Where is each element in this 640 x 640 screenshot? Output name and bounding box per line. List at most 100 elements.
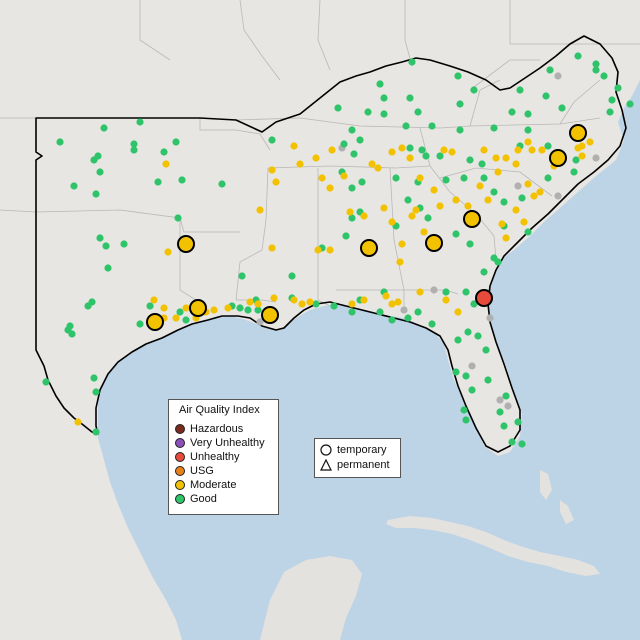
- good-monitor-marker[interactable]: [428, 122, 436, 130]
- moderate-monitor-marker[interactable]: [524, 180, 532, 188]
- good-monitor-marker[interactable]: [380, 94, 388, 102]
- good-monitor-marker[interactable]: [146, 302, 154, 310]
- inactive-monitor-marker[interactable]: [468, 362, 476, 370]
- good-monitor-marker[interactable]: [460, 174, 468, 182]
- good-monitor-marker[interactable]: [120, 240, 128, 248]
- good-monitor-marker[interactable]: [388, 316, 396, 324]
- good-monitor-marker[interactable]: [478, 160, 486, 168]
- moderate-monitor-marker[interactable]: [412, 206, 420, 214]
- good-monitor-marker[interactable]: [244, 306, 252, 314]
- good-monitor-marker[interactable]: [414, 108, 422, 116]
- good-monitor-marker[interactable]: [468, 386, 476, 394]
- moderate-temporary-monitor-marker[interactable]: [261, 306, 279, 324]
- good-monitor-marker[interactable]: [452, 230, 460, 238]
- good-monitor-marker[interactable]: [348, 308, 356, 316]
- good-monitor-marker[interactable]: [376, 80, 384, 88]
- good-monitor-marker[interactable]: [418, 146, 426, 154]
- good-monitor-marker[interactable]: [462, 372, 470, 380]
- good-monitor-marker[interactable]: [490, 188, 498, 196]
- good-monitor-marker[interactable]: [96, 234, 104, 242]
- moderate-monitor-marker[interactable]: [442, 296, 450, 304]
- good-monitor-marker[interactable]: [456, 100, 464, 108]
- moderate-monitor-marker[interactable]: [272, 178, 280, 186]
- moderate-monitor-marker[interactable]: [528, 146, 536, 154]
- inactive-monitor-marker[interactable]: [554, 72, 562, 80]
- good-monitor-marker[interactable]: [460, 406, 468, 414]
- moderate-monitor-marker[interactable]: [380, 204, 388, 212]
- good-monitor-marker[interactable]: [174, 214, 182, 222]
- good-monitor-marker[interactable]: [592, 66, 600, 74]
- moderate-monitor-marker[interactable]: [394, 298, 402, 306]
- moderate-monitor-marker[interactable]: [326, 246, 334, 254]
- good-monitor-marker[interactable]: [100, 124, 108, 132]
- good-monitor-marker[interactable]: [570, 168, 578, 176]
- good-monitor-marker[interactable]: [424, 214, 432, 222]
- good-monitor-marker[interactable]: [524, 228, 532, 236]
- good-monitor-marker[interactable]: [178, 176, 186, 184]
- good-monitor-marker[interactable]: [482, 346, 490, 354]
- good-monitor-marker[interactable]: [408, 58, 416, 66]
- good-monitor-marker[interactable]: [516, 86, 524, 94]
- moderate-monitor-marker[interactable]: [312, 154, 320, 162]
- good-monitor-marker[interactable]: [376, 308, 384, 316]
- good-monitor-marker[interactable]: [414, 308, 422, 316]
- moderate-monitor-marker[interactable]: [296, 160, 304, 168]
- good-monitor-marker[interactable]: [484, 376, 492, 384]
- moderate-monitor-marker[interactable]: [360, 212, 368, 220]
- good-monitor-marker[interactable]: [130, 146, 138, 154]
- good-monitor-marker[interactable]: [470, 300, 478, 308]
- moderate-monitor-marker[interactable]: [290, 142, 298, 150]
- good-monitor-marker[interactable]: [466, 156, 474, 164]
- good-monitor-marker[interactable]: [494, 258, 502, 266]
- moderate-monitor-marker[interactable]: [538, 146, 546, 154]
- inactive-monitor-marker[interactable]: [486, 314, 494, 322]
- good-monitor-marker[interactable]: [218, 180, 226, 188]
- good-monitor-marker[interactable]: [464, 328, 472, 336]
- moderate-monitor-marker[interactable]: [314, 246, 322, 254]
- good-monitor-marker[interactable]: [518, 194, 526, 202]
- good-monitor-marker[interactable]: [340, 140, 348, 148]
- moderate-monitor-marker[interactable]: [162, 160, 170, 168]
- moderate-monitor-marker[interactable]: [346, 208, 354, 216]
- moderate-monitor-marker[interactable]: [160, 304, 168, 312]
- good-monitor-marker[interactable]: [330, 302, 338, 310]
- good-monitor-marker[interactable]: [238, 272, 246, 280]
- unhealthy-temporary-monitor-marker[interactable]: [475, 289, 493, 307]
- good-monitor-marker[interactable]: [456, 126, 464, 134]
- good-monitor-marker[interactable]: [422, 152, 430, 160]
- moderate-monitor-marker[interactable]: [440, 146, 448, 154]
- good-monitor-marker[interactable]: [68, 330, 76, 338]
- good-monitor-marker[interactable]: [514, 418, 522, 426]
- good-monitor-marker[interactable]: [90, 374, 98, 382]
- moderate-monitor-marker[interactable]: [512, 206, 520, 214]
- moderate-monitor-marker[interactable]: [430, 186, 438, 194]
- moderate-monitor-marker[interactable]: [224, 304, 232, 312]
- good-monitor-marker[interactable]: [406, 144, 414, 152]
- moderate-monitor-marker[interactable]: [476, 182, 484, 190]
- moderate-monitor-marker[interactable]: [210, 306, 218, 314]
- good-monitor-marker[interactable]: [56, 138, 64, 146]
- moderate-monitor-marker[interactable]: [408, 212, 416, 220]
- inactive-monitor-marker[interactable]: [504, 402, 512, 410]
- moderate-monitor-marker[interactable]: [520, 218, 528, 226]
- moderate-monitor-marker[interactable]: [436, 202, 444, 210]
- moderate-temporary-monitor-marker[interactable]: [569, 124, 587, 142]
- moderate-monitor-marker[interactable]: [172, 314, 180, 322]
- good-monitor-marker[interactable]: [454, 72, 462, 80]
- moderate-monitor-marker[interactable]: [502, 154, 510, 162]
- moderate-monitor-marker[interactable]: [586, 138, 594, 146]
- good-monitor-marker[interactable]: [102, 242, 110, 250]
- good-monitor-marker[interactable]: [42, 378, 50, 386]
- good-monitor-marker[interactable]: [428, 320, 436, 328]
- moderate-monitor-marker[interactable]: [328, 146, 336, 154]
- moderate-monitor-marker[interactable]: [340, 172, 348, 180]
- moderate-monitor-marker[interactable]: [388, 148, 396, 156]
- good-monitor-marker[interactable]: [404, 314, 412, 322]
- good-monitor-marker[interactable]: [614, 84, 622, 92]
- moderate-monitor-marker[interactable]: [268, 166, 276, 174]
- moderate-temporary-monitor-marker[interactable]: [189, 299, 207, 317]
- good-monitor-marker[interactable]: [480, 268, 488, 276]
- moderate-monitor-marker[interactable]: [182, 304, 190, 312]
- good-monitor-marker[interactable]: [96, 168, 104, 176]
- moderate-monitor-marker[interactable]: [514, 146, 522, 154]
